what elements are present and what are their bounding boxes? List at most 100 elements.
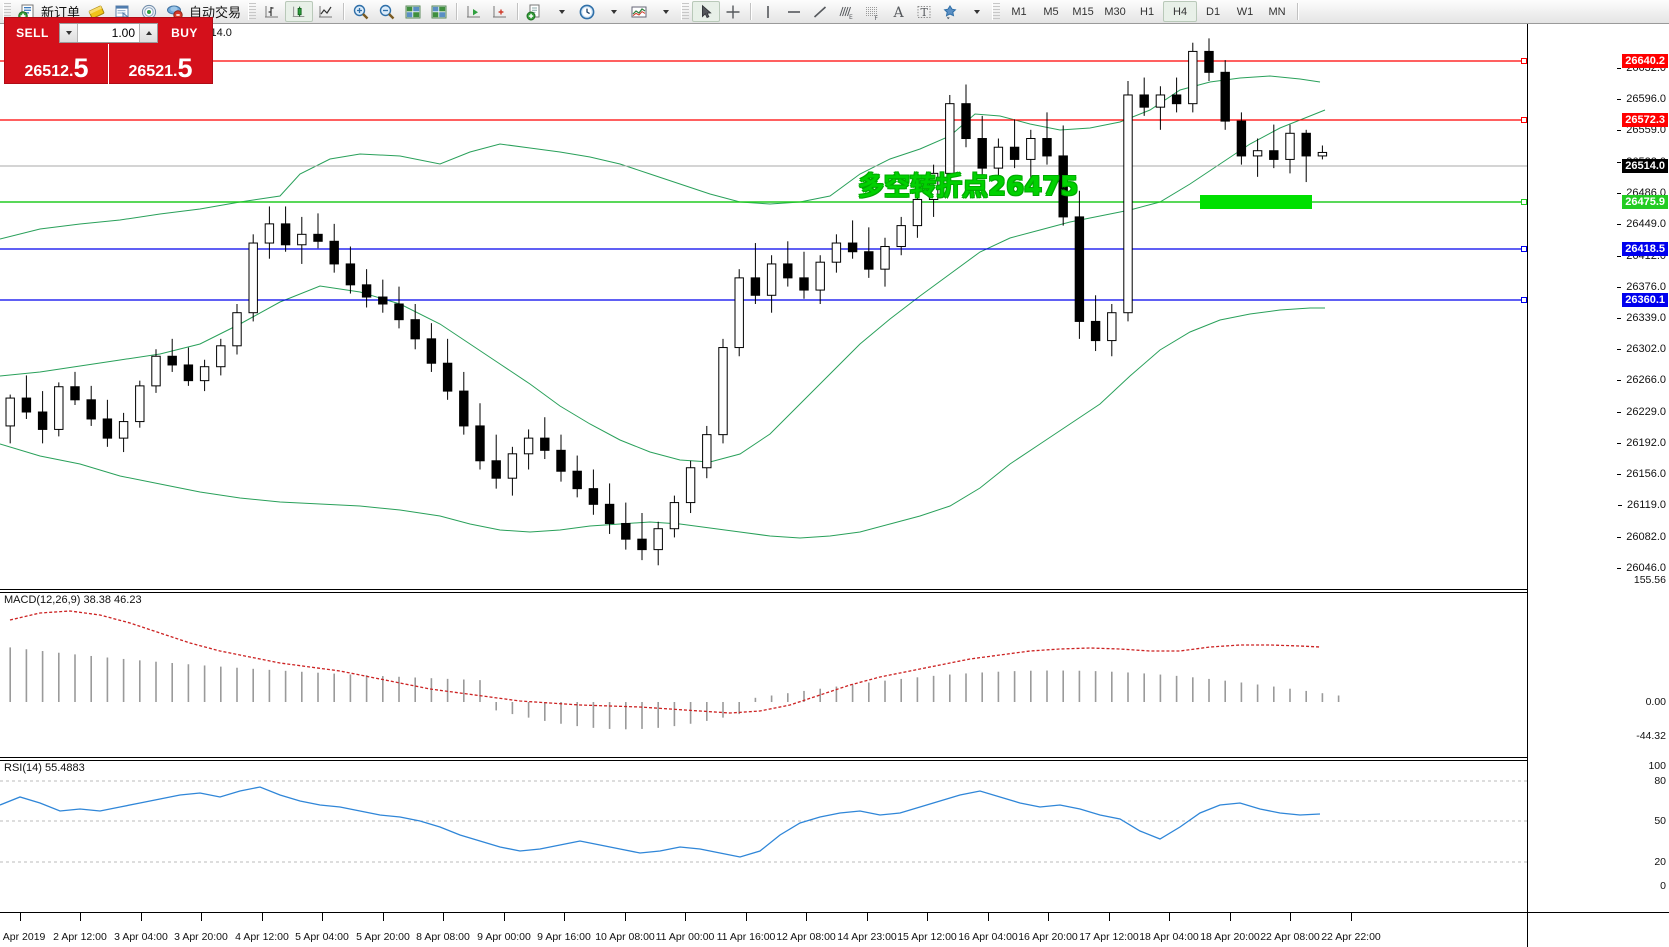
- buy-button[interactable]: BUY: [161, 22, 208, 43]
- timeframe-group: M1 M5 M15 M30 H1 H4 D1 W1 MN: [1003, 0, 1293, 23]
- time-tick: 5 Apr 20:00: [356, 931, 410, 943]
- period-icon[interactable]: [574, 1, 600, 22]
- volume-stepper[interactable]: 1.00: [59, 22, 158, 43]
- zoom-out-icon[interactable]: [374, 1, 400, 22]
- timeframe-m1[interactable]: M1: [1011, 5, 1027, 18]
- fibonacci-icon[interactable]: F: [859, 1, 885, 22]
- horizontal-line-icon[interactable]: [781, 1, 807, 22]
- time-gridline: [1290, 912, 1291, 921]
- objects-dropdown-arrow[interactable]: [963, 1, 989, 22]
- chart-window[interactable]: DJ30-,H4 26517.0 26519.0 26511.0 26514.0: [0, 23, 1669, 947]
- level-handle-26418[interactable]: [1521, 246, 1527, 252]
- svg-text:E: E: [849, 14, 853, 21]
- time-gridline: [1109, 912, 1110, 921]
- level-handle-26360[interactable]: [1521, 297, 1527, 303]
- price-tick: 26596.0: [1617, 93, 1666, 105]
- bar-chart-icon[interactable]: [259, 1, 285, 22]
- profiles-icon[interactable]: [84, 1, 110, 22]
- buy-price-box[interactable]: 26521 . 5: [109, 44, 212, 84]
- sell-price-box[interactable]: 26512 . 5: [5, 44, 109, 84]
- time-gridline: [262, 912, 263, 921]
- navigator-icon[interactable]: [136, 1, 162, 22]
- text-icon[interactable]: A: [885, 1, 911, 22]
- price-chart-canvas[interactable]: [0, 24, 1527, 589]
- price-tick: 26302.0: [1617, 343, 1666, 355]
- templates-dropdown-arrow[interactable]: [548, 1, 574, 22]
- timeframe-h1[interactable]: H1: [1140, 5, 1155, 18]
- price-label-resistance-line[interactable]: 26640.2: [1622, 54, 1668, 68]
- rsi-tick: 0: [1660, 880, 1666, 892]
- toolbar-grip-2[interactable]: [248, 3, 257, 20]
- zoom-in-icon[interactable]: [348, 1, 374, 22]
- vertical-line-icon[interactable]: [755, 1, 781, 22]
- text-label-icon[interactable]: T: [911, 1, 937, 22]
- sell-price-integer: 26512: [24, 63, 70, 80]
- rsi-canvas[interactable]: [0, 761, 1527, 912]
- price-label-support-line[interactable]: 26360.1: [1622, 293, 1668, 307]
- chart-annotation-text[interactable]: 多空转折点26475: [858, 172, 1079, 202]
- pane-divider-macd-2: [0, 592, 1528, 593]
- objects-icon[interactable]: [937, 1, 963, 22]
- price-tick: 26229.0: [1617, 406, 1666, 418]
- elliott-wave-icon[interactable]: E: [833, 1, 859, 22]
- time-gridline: [20, 912, 21, 921]
- indicators-dropdown-arrow[interactable]: [652, 1, 678, 22]
- time-tick: 22 Apr 08:00: [1260, 931, 1320, 943]
- indicators-icon[interactable]: [626, 1, 652, 22]
- auto-scroll-icon[interactable]: [487, 1, 513, 22]
- timeframe-m30[interactable]: M30: [1104, 5, 1126, 18]
- price-label-resistance-line[interactable]: 26572.3: [1622, 113, 1668, 127]
- toolbar-grip-4[interactable]: [992, 3, 1001, 20]
- volume-value[interactable]: 1.00: [111, 25, 135, 40]
- timeframe-m15[interactable]: M15: [1072, 5, 1094, 18]
- time-gridline: [1230, 912, 1231, 921]
- auto-trading-icon[interactable]: [162, 1, 188, 22]
- candlestick-chart-icon[interactable]: [285, 1, 314, 22]
- one-click-trading-panel[interactable]: SELL 1.00 BUY 26512 . 5 26521 . 5: [4, 17, 213, 84]
- timeframe-h4[interactable]: H4: [1163, 1, 1198, 22]
- trendline-icon[interactable]: [807, 1, 833, 22]
- macd-canvas[interactable]: [0, 593, 1527, 757]
- time-tick: 3 Apr 20:00: [174, 931, 228, 943]
- macd-indicator-label[interactable]: MACD(12,26,9) 38.38 46.23: [4, 594, 142, 606]
- time-gridline: [746, 912, 747, 921]
- time-gridline: [867, 912, 868, 921]
- macd-signal-line: [9, 610, 1321, 714]
- period-dropdown-arrow[interactable]: [600, 1, 626, 22]
- price-label-last-price[interactable]: 26514.0: [1622, 159, 1668, 173]
- line-chart-icon[interactable]: [313, 1, 339, 22]
- support-zone-box[interactable]: [1200, 195, 1312, 209]
- time-gridline: [1048, 912, 1049, 921]
- timeframe-w1[interactable]: W1: [1236, 5, 1254, 18]
- time-tick: 5 Apr 04:00: [295, 931, 349, 943]
- time-tick: 9 Apr 00:00: [477, 931, 531, 943]
- timeframe-m5[interactable]: M5: [1043, 5, 1059, 18]
- time-tick: 18 Apr 20:00: [1200, 931, 1260, 943]
- volume-increment-icon[interactable]: [139, 23, 157, 42]
- crosshair-icon[interactable]: [720, 1, 746, 22]
- timeframe-d1[interactable]: D1: [1206, 5, 1221, 18]
- market-watch-icon[interactable]: [110, 1, 136, 22]
- toolbar-grip[interactable]: [3, 3, 11, 20]
- rsi-indicator-label[interactable]: RSI(14) 55.4883: [4, 762, 85, 774]
- rsi-tick: 100: [1648, 760, 1666, 772]
- cursor-icon[interactable]: [692, 1, 721, 22]
- volume-dropdown-icon[interactable]: [60, 23, 78, 42]
- time-gridline: [685, 912, 686, 921]
- price-label-support-line[interactable]: 26475.9: [1622, 195, 1668, 209]
- price-tick: 26339.0: [1617, 312, 1666, 324]
- templates-icon[interactable]: [522, 1, 548, 22]
- data-window-icon[interactable]: [400, 1, 426, 22]
- pane-divider-timeaxis: [0, 912, 1669, 913]
- level-handle-26572[interactable]: [1521, 117, 1527, 123]
- chart-shift-icon[interactable]: [461, 1, 487, 22]
- time-gridline: [201, 912, 202, 921]
- toolbar-grip-3[interactable]: [681, 3, 690, 20]
- data-window-icon-2[interactable]: [426, 1, 452, 22]
- level-handle-26640[interactable]: [1521, 58, 1527, 64]
- rsi-tick: 50: [1654, 815, 1666, 827]
- level-handle-26475[interactable]: [1521, 199, 1527, 205]
- timeframe-mn[interactable]: MN: [1268, 5, 1286, 18]
- sell-button[interactable]: SELL: [9, 22, 56, 43]
- price-label-support-line[interactable]: 26418.5: [1622, 242, 1668, 256]
